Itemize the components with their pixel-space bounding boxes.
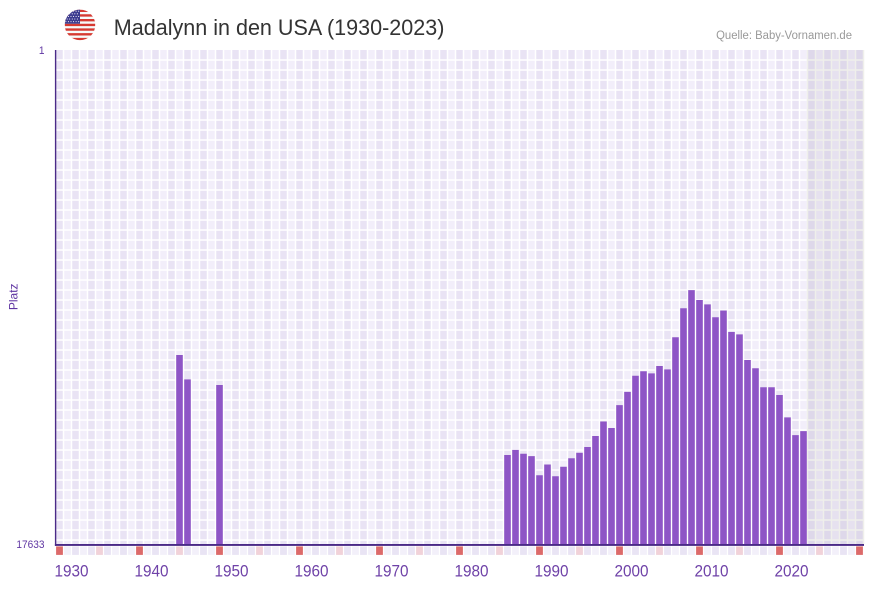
svg-text:2010: 2010 xyxy=(694,562,728,581)
svg-text:2000: 2000 xyxy=(614,562,648,581)
svg-text:Quelle: Baby-Vornamen.de: Quelle: Baby-Vornamen.de xyxy=(716,29,852,42)
svg-text:Madalynn in den USA (1930-2023: Madalynn in den USA (1930-2023) xyxy=(114,15,445,40)
svg-text:Platz: Platz xyxy=(7,283,21,310)
svg-text:1970: 1970 xyxy=(374,562,408,581)
svg-text:1940: 1940 xyxy=(134,562,168,581)
svg-text:2020: 2020 xyxy=(774,562,808,581)
svg-text:1960: 1960 xyxy=(294,562,328,581)
svg-text:1950: 1950 xyxy=(214,562,248,581)
svg-text:1980: 1980 xyxy=(454,562,488,581)
svg-text:1990: 1990 xyxy=(534,562,568,581)
svg-text:1930: 1930 xyxy=(54,562,88,581)
svg-text:17633: 17633 xyxy=(16,539,44,551)
svg-text:1: 1 xyxy=(39,44,45,56)
